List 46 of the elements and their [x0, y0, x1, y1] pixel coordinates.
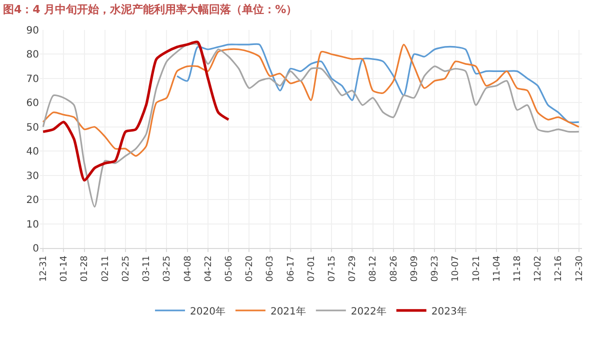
y-tick-label: 40	[26, 146, 39, 158]
x-tick-label: 11-04	[492, 255, 502, 282]
y-tick-label: 80	[26, 50, 39, 61]
x-tick-label: 08-26	[389, 255, 400, 282]
line-series	[42, 44, 580, 208]
y-tick-label: 10	[26, 219, 39, 230]
x-tick-label: 01-14	[60, 255, 70, 282]
x-tick-label: 06-03	[266, 256, 276, 282]
line-series	[42, 40, 230, 182]
x-tick-label: 05-20	[245, 255, 256, 282]
x-tick-label: 02-11	[100, 256, 111, 282]
x-tick-label: 09-23	[430, 256, 441, 282]
x-tick-label: 10-21	[472, 256, 482, 282]
y-tick-label: 20	[26, 195, 39, 206]
y-tick-label: 0	[32, 244, 39, 254]
x-tick-label: 01-28	[80, 255, 90, 282]
x-tick-label: 02-25	[121, 256, 132, 282]
y-tick-label: 50	[26, 122, 39, 134]
legend-label: 2023年	[431, 305, 467, 318]
y-tick-label: 30	[26, 170, 39, 182]
chart-title: 图4：4 月中旬开始，水泥产能利用率大幅回落（单位：%）	[3, 2, 298, 16]
y-tick-label: 90	[26, 26, 39, 36]
x-tick-label: 07-15	[328, 256, 338, 282]
y-tick-label: 70	[26, 74, 39, 85]
x-tick-label: 07-01	[306, 256, 317, 282]
x-tick-label: 09-09	[410, 255, 420, 282]
x-tick-label: 12-02	[534, 256, 544, 282]
x-tick-label: 05-06	[224, 255, 234, 282]
x-tick-label: 12-16	[554, 255, 564, 282]
x-tick-label: 06-17	[286, 256, 296, 282]
x-tick-label: 03-25	[162, 256, 173, 282]
x-tick-label: 11-18	[513, 255, 524, 282]
y-tick-label: 60	[26, 98, 39, 110]
x-tick-label: 12-31	[39, 256, 50, 282]
line-series	[176, 43, 580, 124]
x-tick-label: 03-11	[142, 256, 152, 282]
x-tick-label: 07-29	[348, 255, 358, 282]
legend-label: 2021年	[270, 305, 306, 318]
line-series	[42, 44, 580, 157]
x-tick-label: 04-22	[204, 256, 214, 282]
legend-label: 2022年	[350, 305, 386, 318]
x-tick-label: 04-08	[183, 255, 194, 282]
x-tick-label: 10-07	[451, 256, 462, 282]
x-tick-label: 08-12	[368, 256, 379, 282]
x-tick-label: 12-30	[574, 255, 585, 282]
legend-label: 2020年	[190, 305, 226, 318]
